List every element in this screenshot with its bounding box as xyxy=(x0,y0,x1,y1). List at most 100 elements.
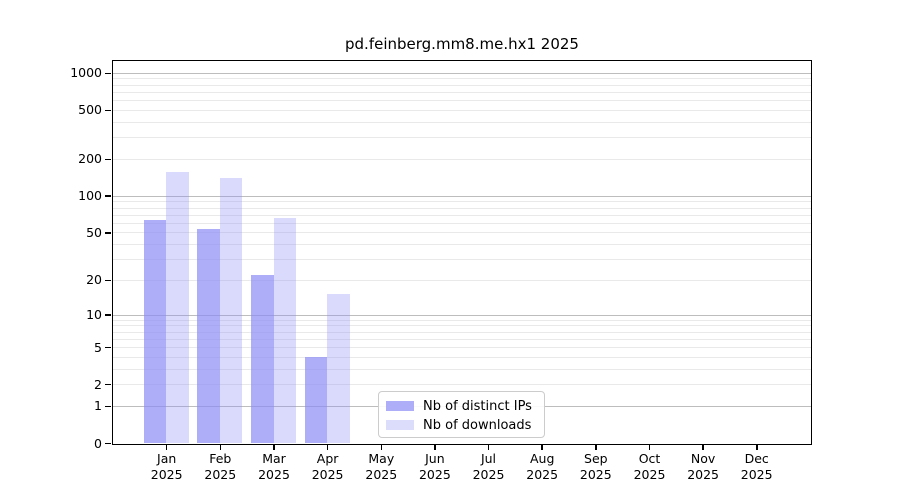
gridline-minor xyxy=(113,201,811,203)
y-tick-mark xyxy=(105,346,111,349)
x-tick-mark xyxy=(702,445,704,450)
bar-distinct-ips-apr xyxy=(304,356,328,443)
x-tick-mark xyxy=(541,445,543,450)
x-tick-month: Apr xyxy=(316,451,339,466)
bar-downloads-feb xyxy=(219,177,243,443)
x-tick-label: Feb 2025 xyxy=(188,451,252,482)
x-tick-label: Sep 2025 xyxy=(564,451,628,482)
x-tick-year: 2025 xyxy=(472,466,505,482)
x-tick-month: Dec xyxy=(744,451,769,466)
x-tick-mark xyxy=(165,445,168,450)
x-tick-month: Nov xyxy=(690,451,716,466)
gridline-minor xyxy=(113,347,811,348)
x-tick-month: Sep xyxy=(584,451,608,466)
y-tick-mark xyxy=(105,232,111,234)
x-tick-year: 2025 xyxy=(740,466,773,482)
gridline-minor xyxy=(113,384,811,386)
gridline-minor xyxy=(113,232,811,234)
x-tick-month: Jul xyxy=(480,451,497,466)
gridline-minor xyxy=(113,100,811,102)
x-tick-label: Apr 2025 xyxy=(296,451,360,482)
legend-label-downloads: Nb of downloads xyxy=(423,417,532,433)
x-tick-month: May xyxy=(368,451,395,466)
gridline-minor xyxy=(113,279,811,281)
chart-title: pd.feinberg.mm8.me.hx1 2025 xyxy=(345,35,579,53)
x-tick-month: Mar xyxy=(262,451,286,466)
x-tick-year: 2025 xyxy=(687,466,719,482)
x-tick-mark xyxy=(434,445,436,450)
legend-label-distinct-ips: Nb of distinct IPs xyxy=(423,398,532,414)
bar-downloads-mar xyxy=(273,217,296,443)
plot-area xyxy=(112,60,812,445)
x-tick-label: May 2025 xyxy=(349,451,413,482)
plot-inner xyxy=(113,61,811,444)
x-tick-mark xyxy=(380,445,382,450)
gridline-major xyxy=(113,314,811,316)
x-tick-year: 2025 xyxy=(418,466,451,482)
x-tick-label: Jun 2025 xyxy=(403,451,467,482)
x-tick-year: 2025 xyxy=(204,466,237,482)
y-tick-mark xyxy=(105,109,111,112)
x-tick-label: Jan 2025 xyxy=(135,451,199,482)
gridline-minor xyxy=(113,84,811,86)
y-tick-label: 10 xyxy=(86,307,102,322)
x-tick-year: 2025 xyxy=(365,466,398,482)
gridline-minor xyxy=(113,207,811,209)
y-tick-mark xyxy=(105,195,111,197)
y-tick-label: 1000 xyxy=(70,65,102,81)
y-tick-mark xyxy=(105,383,111,386)
gridline-major xyxy=(113,195,811,197)
gridline-minor xyxy=(113,78,811,80)
x-tick-label: Oct 2025 xyxy=(618,451,682,482)
x-tick-label: Nov 2025 xyxy=(671,451,735,482)
x-tick-year: 2025 xyxy=(150,466,183,482)
x-tick-month: Aug xyxy=(529,451,555,466)
x-tick-year: 2025 xyxy=(258,466,290,482)
gridline-minor xyxy=(113,244,811,245)
x-tick-mark xyxy=(648,445,651,450)
gridline-minor xyxy=(113,319,811,321)
gridline-minor xyxy=(113,214,811,216)
y-tick-label: 20 xyxy=(86,272,102,288)
gridline-minor xyxy=(113,356,811,358)
legend-item-downloads: Nb of downloads xyxy=(386,417,540,433)
bar-downloads-jan xyxy=(166,172,189,443)
y-tick-label: 200 xyxy=(78,151,102,167)
x-tick-mark xyxy=(487,445,490,450)
x-tick-month: Jun xyxy=(425,451,445,466)
gridline-major xyxy=(113,72,811,74)
y-tick-label: 5 xyxy=(94,339,102,355)
gridline-minor xyxy=(113,109,811,111)
legend-item-distinct-ips: Nb of distinct IPs xyxy=(386,398,540,414)
x-tick-label: Dec 2025 xyxy=(725,451,789,482)
x-tick-mark xyxy=(273,445,275,450)
x-tick-year: 2025 xyxy=(633,466,666,482)
gridline-minor xyxy=(113,137,811,139)
gridline-minor xyxy=(113,222,811,224)
y-tick-label: 50 xyxy=(86,224,102,240)
y-tick-mark xyxy=(105,314,111,316)
x-tick-mark xyxy=(595,445,597,450)
gridline-minor xyxy=(113,368,811,370)
bar-downloads-apr xyxy=(327,294,350,443)
y-tick-mark xyxy=(105,279,111,282)
x-tick-label: Mar 2025 xyxy=(242,451,306,482)
x-tick-mark xyxy=(326,445,329,450)
y-tick-mark xyxy=(105,72,111,74)
x-tick-year: 2025 xyxy=(526,466,559,482)
y-tick-label: 100 xyxy=(78,188,102,204)
y-tick-mark xyxy=(105,405,111,408)
gridline-minor xyxy=(113,338,811,340)
gridline-minor xyxy=(113,259,811,260)
y-tick-label: 1 xyxy=(94,398,102,414)
gridline-minor xyxy=(113,158,811,160)
y-tick-label: 500 xyxy=(78,102,102,118)
y-tick-mark xyxy=(105,442,111,445)
legend-swatch-downloads xyxy=(386,420,414,430)
x-tick-month: Feb xyxy=(209,451,232,466)
x-tick-label: Aug 2025 xyxy=(510,451,574,482)
gridline-minor xyxy=(113,325,811,327)
bar-distinct-ips-jan xyxy=(143,220,167,443)
gridline-minor xyxy=(113,331,811,333)
